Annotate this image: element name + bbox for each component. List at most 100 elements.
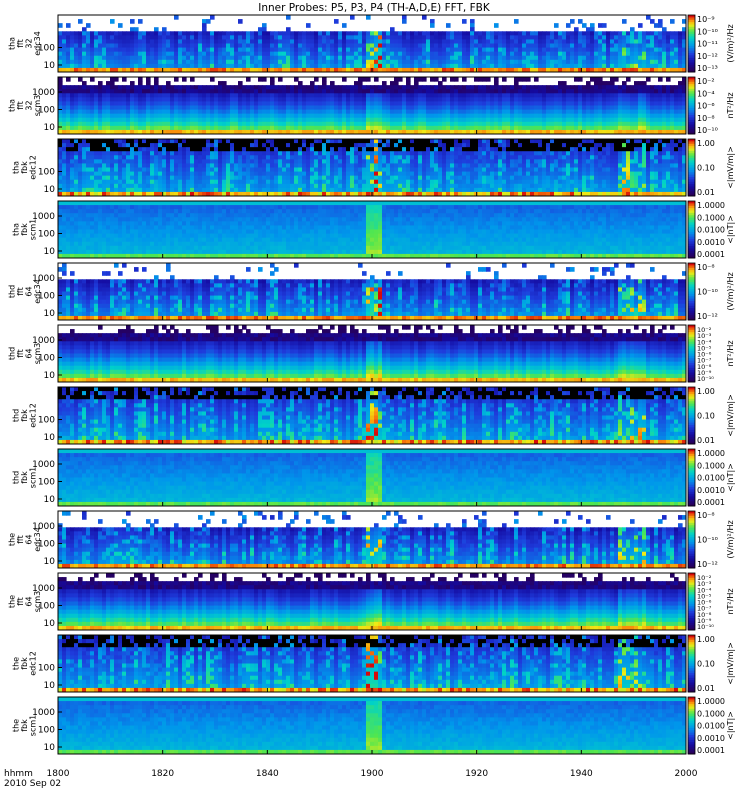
spectrogram-cell (634, 121, 639, 127)
spectrogram-cell (134, 179, 139, 185)
spectrogram-cell (630, 125, 635, 131)
spectrogram-cell (182, 59, 187, 65)
spectrogram-cell (226, 147, 231, 152)
spectrogram-cell (86, 89, 91, 94)
colorbar-swatch (688, 29, 695, 33)
spectrogram-cell (118, 85, 123, 90)
spectrogram-cell (294, 39, 299, 45)
spectrogram-cell (234, 147, 239, 152)
spectrogram-cell (562, 129, 567, 134)
spectrogram-cell (394, 183, 399, 189)
spectrogram-cell (242, 63, 247, 69)
spectrogram-cell (674, 125, 679, 131)
spectrogram-cell (578, 31, 583, 36)
spectrogram-cell (606, 113, 611, 119)
spectrogram-cell (510, 51, 515, 57)
spectrogram-cell (654, 117, 659, 123)
spectrogram-cell (150, 121, 155, 127)
spectrogram-cell (522, 39, 527, 45)
spectrogram-cell (338, 183, 343, 189)
spectrogram-cell (238, 129, 243, 134)
spectrogram-cell (638, 97, 643, 103)
spectrogram-cell (226, 89, 231, 94)
spectrogram-cell (538, 129, 543, 134)
spectrogram-cell (222, 55, 227, 61)
spectrogram-cell (294, 167, 299, 173)
spectrogram-cell (326, 183, 331, 189)
spectrogram-cell (242, 159, 247, 165)
spectrogram-cell (242, 147, 247, 152)
spectrogram-cell (390, 67, 395, 72)
spectrogram-cell (78, 89, 83, 94)
spectrogram-cell (542, 85, 547, 90)
spectrogram-cell (258, 125, 263, 131)
spectrogram-cell (98, 159, 103, 165)
spectrogram-cell (174, 117, 179, 123)
spectrogram-cell (294, 175, 299, 181)
spectrogram-cell (426, 85, 431, 90)
spectrogram-cell (130, 163, 135, 169)
spectrogram-cell (334, 117, 339, 123)
spectrogram-cell (134, 47, 139, 53)
spectrogram-cell (262, 55, 267, 61)
spectrogram-cell (278, 105, 283, 111)
spectrogram-cell (294, 159, 299, 165)
colorbar-swatch (688, 38, 695, 42)
spectrogram-cell (418, 121, 423, 127)
spectrogram-cell (138, 147, 143, 152)
spectrogram-cell (382, 101, 387, 107)
spectrogram-cell (222, 51, 227, 57)
spectrogram-cell (238, 81, 243, 86)
spectrogram-cell (298, 163, 303, 169)
spectrogram-cell (266, 167, 271, 173)
spectrogram-cell (290, 175, 295, 181)
spectrogram-cell (102, 159, 107, 165)
spectrogram-cell (402, 105, 407, 111)
spectrogram-cell (386, 155, 391, 160)
spectrogram-cell (366, 77, 371, 82)
spectrogram-cell (162, 147, 167, 152)
spectrogram-cell (494, 101, 499, 107)
spectrogram-cell (370, 31, 375, 36)
spectrogram-cell (86, 151, 91, 156)
spectrogram-cell (118, 175, 123, 181)
spectrogram-cell (286, 117, 291, 123)
spectrogram-cell (318, 89, 323, 94)
spectrogram-cell (150, 47, 155, 53)
spectrogram-cell (598, 113, 603, 119)
spectrogram-cell (510, 43, 515, 49)
spectrogram-cell (306, 93, 311, 98)
spectrogram-cell (166, 113, 171, 119)
spectrogram-cell (266, 97, 271, 103)
spectrogram-cell (670, 105, 675, 111)
spectrogram-cell (174, 63, 179, 69)
spectrogram-cell (230, 35, 235, 41)
spectrogram-cell (162, 125, 167, 131)
spectrogram-cell (294, 155, 299, 160)
spectrogram-cell (238, 47, 243, 53)
spectrogram-cell (70, 183, 75, 189)
spectrogram-cell (310, 129, 315, 134)
spectrogram-cell (366, 187, 371, 193)
spectrogram-cell (410, 179, 415, 185)
spectrogram-cell (642, 39, 647, 45)
spectrogram-cell (266, 179, 271, 185)
spectrogram-cell (462, 67, 467, 72)
spectrogram-cell (158, 183, 163, 189)
spectrogram-cell (586, 109, 591, 115)
spectrogram-cell (82, 101, 87, 107)
spectrogram-cell (586, 121, 591, 127)
spectrogram-cell (470, 97, 475, 103)
spectrogram-cell (62, 55, 67, 61)
spectrogram-cell (338, 151, 343, 156)
spectrogram-cell (326, 139, 331, 144)
spectrogram-cell (162, 105, 167, 111)
spectrogram-cell (358, 191, 363, 196)
spectrogram-cell (94, 125, 99, 131)
spectrogram-cell (646, 35, 651, 41)
spectrogram-cell (158, 109, 163, 115)
spectrogram-cell (102, 109, 107, 115)
spectrogram-cell (458, 85, 463, 90)
spectrogram-cell (650, 43, 655, 49)
spectrogram-cell (182, 31, 187, 36)
